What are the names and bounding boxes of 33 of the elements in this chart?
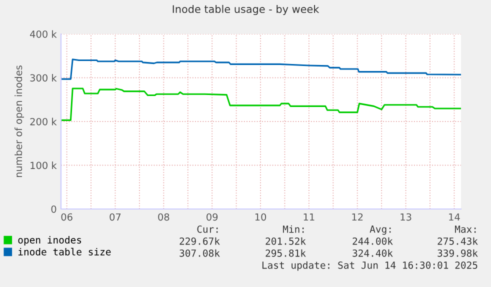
text: 201.52k [266,237,306,245]
text: Avg: [370,226,391,235]
x-tick-label: 09 [206,213,218,221]
x-tick-label: 08 [158,213,170,221]
text: 307.08k [180,249,220,257]
text: 244.00k [352,237,393,245]
line-series [61,88,461,121]
x-tick-label: 07 [110,213,121,221]
y-tick-label: 0 [51,205,56,213]
x-tick-label: 11 [304,213,314,221]
text: 339.98k [438,249,478,257]
text: 229.67k [180,237,220,245]
y-tick-label: 300 k [30,74,57,82]
legend-label: inode table size [18,248,111,256]
line-series [61,58,461,80]
x-tick-label: 14 [449,213,460,221]
x-tick-label: 10 [255,213,266,221]
legend-label: open inodes [18,236,82,246]
x-tick-label: 13 [400,213,412,221]
text: 324.40k [352,249,393,257]
text: 275.43k [438,237,478,245]
text: Max: [454,226,476,233]
text: Cur: [197,225,218,233]
x-tick-label: 12 [352,213,363,221]
y-tick-label: 400 k [30,30,57,38]
y-tick-label: 100 k [30,162,57,170]
y-axis-title: number of open inodes [14,66,24,178]
text: Min: [282,225,304,233]
y-tick-label: 200 k [30,118,57,126]
chart-title: Inode table usage - by week [172,4,320,16]
text: Last update: Sat Jun 14 16:30:01 2025 [262,261,478,271]
x-tick-label: 06 [61,213,72,221]
text: 295.81k [266,249,306,257]
